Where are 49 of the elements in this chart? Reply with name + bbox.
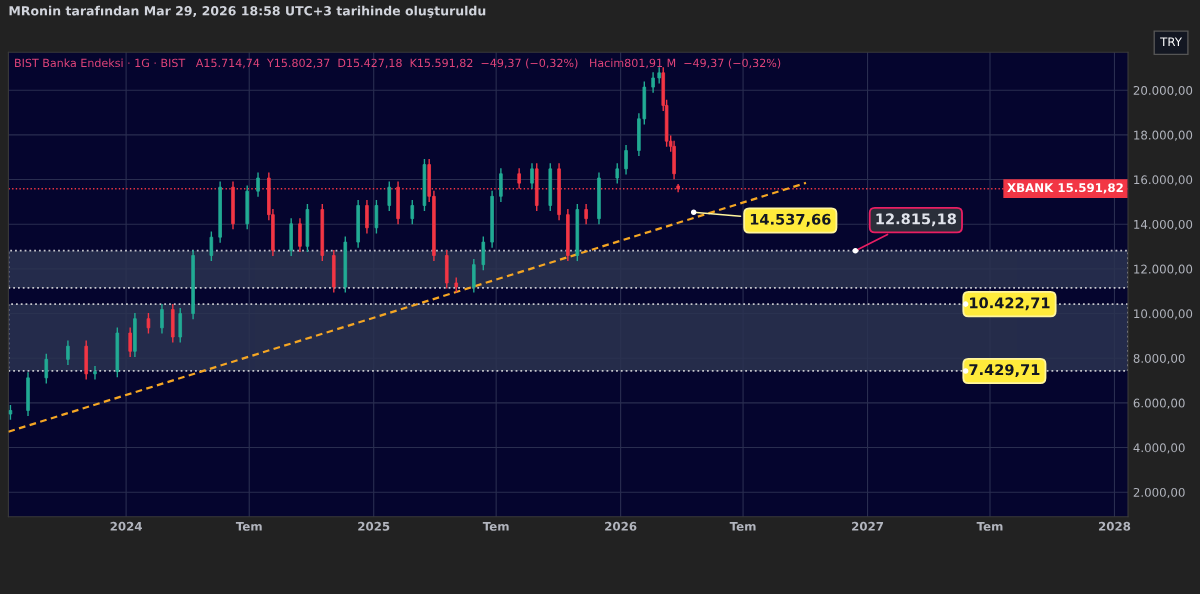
y-tick-label: 6.000,00: [1133, 398, 1185, 409]
candlestick: [44, 353, 49, 385]
candlestick: [481, 235, 486, 271]
y-tick-label: 20.000,00: [1133, 85, 1193, 97]
candlestick: [66, 339, 70, 366]
x-tick-label: 2025: [358, 521, 390, 531]
candlestick: [298, 217, 302, 253]
candlestick: [256, 171, 260, 198]
text: TRY: [1160, 37, 1183, 47]
candlestick: [387, 180, 392, 212]
candlestick: [499, 167, 503, 203]
candlestick: [584, 203, 588, 225]
candlestick: [615, 162, 620, 185]
x-tick-label: 2026: [605, 521, 637, 531]
x-tick-label: Tem: [482, 522, 509, 531]
candlestick: [374, 199, 379, 235]
candlestick: [160, 303, 164, 335]
y-tick-label: 4.000,00: [1133, 443, 1185, 454]
annotation: 12.815,18: [876, 213, 957, 227]
candlestick: [178, 307, 182, 344]
chart-title: MRonin tarafından Mar 29, 2026 18:58 UTC+3 tarihinde oluşturuldu: [9, 5, 486, 18]
x-tick-label: 2027: [852, 521, 884, 531]
candlestick: [209, 230, 214, 262]
x-tick-label: Tem: [976, 522, 1003, 531]
y-tick-label: 18.000,00: [1134, 130, 1193, 141]
candlestick: [624, 144, 628, 176]
x-tick-label: Tem: [235, 522, 262, 531]
y-tick-label: 10.000,00: [1134, 309, 1193, 320]
candlestick: [472, 258, 476, 294]
x-tick-label: 2024: [110, 521, 142, 531]
y-tick-label: 2.000,00: [1133, 487, 1185, 499]
candlestick: [128, 326, 132, 358]
text: BIST Banka Endeksi · 1G · BIST A15.714,74 Y15.802,37 D15.427,18 K15.591,82 −49,37 (−0,32%) Hacim801,91 M −49,37 (−0,32%): [15, 58, 781, 69]
candlestick: [530, 162, 534, 190]
annotation: 7.429,71: [969, 364, 1040, 378]
candlestick: [410, 199, 415, 225]
y-tick-label: 16.000,00: [1134, 175, 1193, 186]
y-tick-label: 14.000,00: [1134, 219, 1193, 231]
y-tick-label: 8.000,00: [1133, 353, 1185, 365]
annotation: 10.422,71: [970, 297, 1050, 311]
candlestick: [93, 365, 97, 381]
candlestick: [365, 199, 369, 235]
annotation: 14.537,66: [750, 213, 831, 227]
ref-line-label: XBANK 15.591,82: [1007, 183, 1123, 194]
x-tick-label: Tem: [729, 522, 756, 531]
x-tick-label: 2028: [1098, 521, 1131, 531]
candlestick: [651, 71, 655, 94]
candlestick: [146, 312, 151, 335]
y-tick-label: 12.000,00: [1134, 264, 1193, 275]
